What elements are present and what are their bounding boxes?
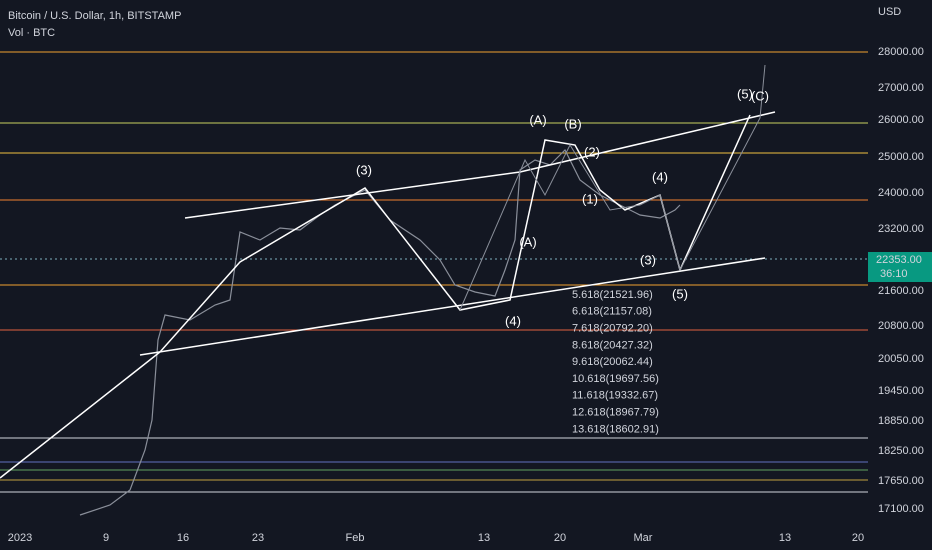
volume-label: Vol · BTC: [8, 27, 55, 39]
price-tick-label: 19450.00: [878, 385, 924, 397]
wave-overlays: [459, 64, 766, 311]
time-tick-label: 13: [779, 532, 791, 544]
fib-label: 6.618(21157.08): [572, 306, 652, 318]
price-tick-label: 28000.00: [878, 46, 924, 58]
fib-label: 8.618(20427.32): [572, 339, 653, 351]
time-tick-label: 13: [478, 532, 490, 544]
wave-label: (1): [582, 191, 598, 206]
wave-label: (A): [529, 112, 546, 127]
fib-label: 11.618(19332.67): [572, 390, 658, 402]
wave-label: (4): [505, 313, 521, 328]
time-tick-label: Feb: [346, 532, 365, 544]
time-tick-label: 2023: [8, 532, 32, 544]
wave-label: (3): [640, 252, 656, 267]
price-tick-label: 24000.00: [878, 187, 924, 199]
wave-label: (5): [672, 286, 688, 301]
price-unit: USD: [878, 6, 901, 18]
time-tick-label: 20: [852, 532, 864, 544]
wave-label: (2): [584, 144, 600, 159]
price-tick-label: 17100.00: [878, 503, 924, 515]
price-tick-label: 25000.00: [878, 151, 924, 163]
wave-label: (B): [564, 116, 581, 131]
fib-label: 10.618(19697.56): [572, 373, 659, 385]
time-tick-label: 20: [554, 532, 566, 544]
price-tick-label: 23200.00: [878, 223, 924, 235]
price-path: [79, 148, 681, 516]
price-tick-label: 18250.00: [878, 445, 924, 457]
wave-label: (5): [737, 86, 753, 101]
channel-bottom: [139, 257, 766, 356]
wave-label: (C): [751, 88, 769, 103]
fib-label: 12.618(18967.79): [572, 407, 659, 419]
fib-label: 13.618(18602.91): [572, 423, 659, 435]
fib-label: 5.618(21521.96): [572, 289, 653, 301]
price-tick-label: 18850.00: [878, 415, 924, 427]
time-tick-label: Mar: [634, 532, 653, 544]
channel-top: [519, 111, 776, 173]
time-axis-bg: [0, 528, 932, 550]
fib-label: 9.618(20062.44): [572, 356, 653, 368]
price-tick-label: 26000.00: [878, 114, 924, 126]
price-tick-label: 17650.00: [878, 475, 924, 487]
price-tick-label: 21600.00: [878, 285, 924, 297]
current-price-box: [868, 252, 932, 282]
time-tick-label: 9: [103, 532, 109, 544]
current-price: 22353.00: [876, 254, 922, 266]
countdown: 36:10: [880, 268, 908, 280]
price-tick-label: 27000.00: [878, 82, 924, 94]
horizontal-levels: [0, 51, 868, 493]
time-tick-label: 16: [177, 532, 189, 544]
wave-path: [459, 64, 766, 311]
wave-label: (4): [652, 169, 668, 184]
price-tick-label: 20050.00: [878, 353, 924, 365]
fib-label: 7.618(20792.20): [572, 323, 653, 335]
time-tick-label: 23: [252, 532, 264, 544]
wave-label: (A): [519, 234, 536, 249]
wave-label: (3): [356, 162, 372, 177]
price-tick-label: 20800.00: [878, 320, 924, 332]
symbol-title: Bitcoin / U.S. Dollar, 1h, BITSTAMP: [8, 10, 181, 22]
